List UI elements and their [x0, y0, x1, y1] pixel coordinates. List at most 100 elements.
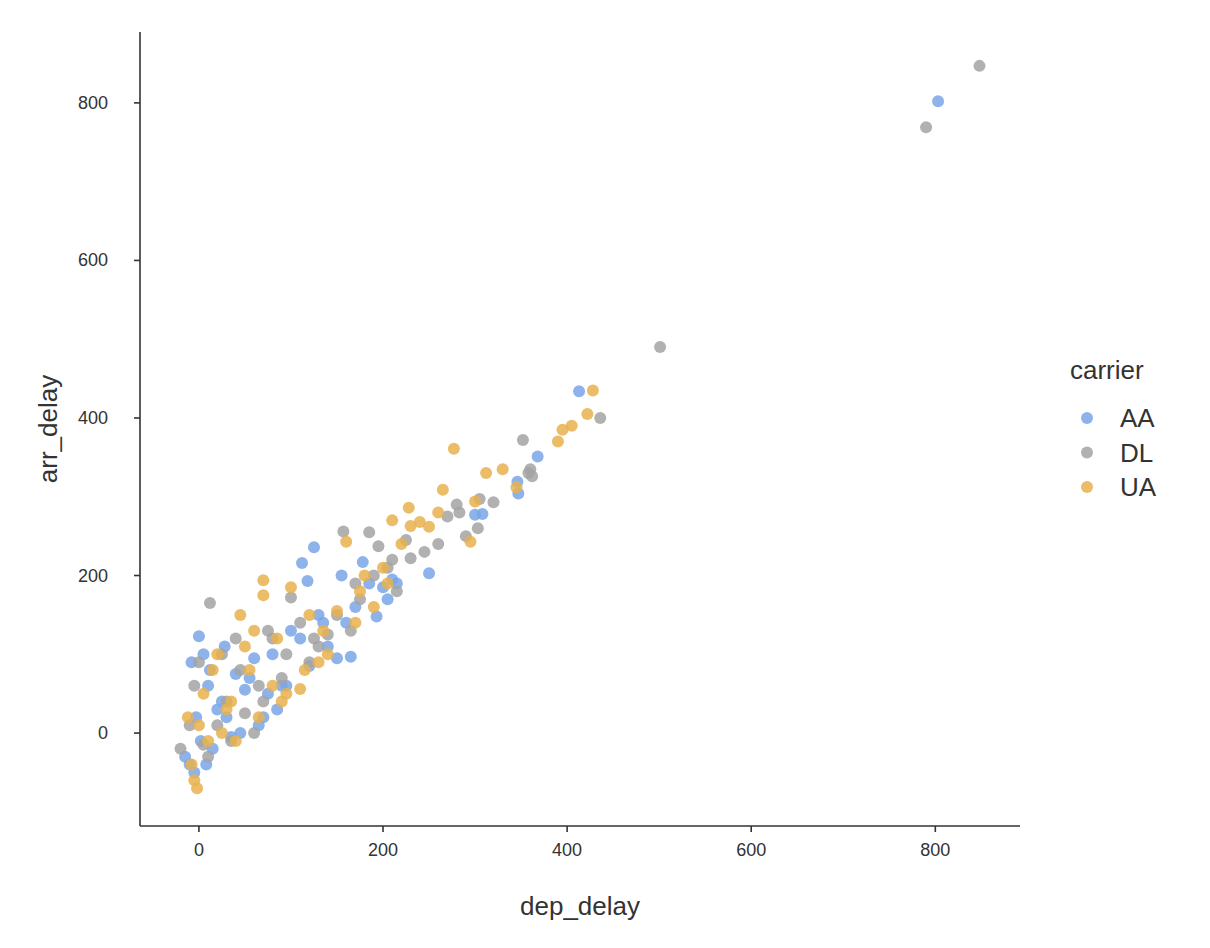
point	[453, 506, 465, 518]
series-dl	[175, 60, 986, 763]
point	[920, 121, 932, 133]
point	[354, 585, 366, 597]
point	[234, 609, 246, 621]
y-tick-label: 800	[78, 93, 108, 113]
series-aa	[179, 95, 944, 778]
point	[271, 633, 283, 645]
y-tick-label: 400	[78, 408, 108, 428]
point	[349, 617, 361, 629]
point	[207, 664, 219, 676]
point	[382, 577, 394, 589]
y-tick-label: 0	[98, 723, 108, 743]
point	[345, 651, 357, 663]
point	[280, 648, 292, 660]
point	[267, 648, 279, 660]
y-tick	[134, 102, 140, 104]
y-axis-line	[139, 32, 141, 826]
point	[285, 592, 297, 604]
point	[359, 570, 371, 582]
point	[405, 552, 417, 564]
point	[432, 538, 444, 550]
point	[188, 680, 200, 692]
point	[253, 680, 265, 692]
point	[336, 570, 348, 582]
point	[472, 522, 484, 534]
y-axis-title: arr_delay	[33, 375, 63, 483]
x-tick-label: 600	[736, 840, 766, 860]
point	[308, 541, 320, 553]
point	[193, 630, 205, 642]
legend-label: AA	[1120, 403, 1155, 433]
point	[469, 495, 481, 507]
x-tick	[198, 826, 200, 832]
point	[253, 711, 265, 723]
point	[932, 95, 944, 107]
point	[368, 601, 380, 613]
point	[230, 633, 242, 645]
point	[244, 664, 256, 676]
point	[480, 467, 492, 479]
point	[225, 696, 237, 708]
x-tick-label: 400	[552, 840, 582, 860]
point	[322, 648, 334, 660]
point	[340, 536, 352, 548]
point	[216, 727, 228, 739]
point	[239, 684, 251, 696]
x-tick	[935, 826, 937, 832]
point	[423, 567, 435, 579]
point	[239, 640, 251, 652]
y-tick	[134, 260, 140, 262]
point	[294, 617, 306, 629]
legend-swatch	[1081, 481, 1093, 493]
legend-swatch	[1081, 412, 1093, 424]
point	[308, 633, 320, 645]
y-tick	[134, 417, 140, 419]
point	[182, 711, 194, 723]
point	[267, 680, 279, 692]
point	[204, 597, 216, 609]
point	[437, 484, 449, 496]
y-tick	[134, 575, 140, 577]
point	[973, 60, 985, 72]
point	[357, 556, 369, 568]
point	[469, 509, 481, 521]
point	[587, 384, 599, 396]
point	[510, 481, 522, 493]
point	[464, 536, 476, 548]
legend-label: UA	[1120, 472, 1157, 502]
point	[313, 656, 325, 668]
point	[386, 514, 398, 526]
point	[377, 562, 389, 574]
point	[230, 735, 242, 747]
point	[331, 605, 343, 617]
point	[432, 506, 444, 518]
x-tick	[566, 826, 568, 832]
point	[302, 575, 314, 587]
x-tick-label: 0	[194, 840, 204, 860]
point	[239, 707, 251, 719]
point	[363, 526, 375, 538]
y-tick	[134, 732, 140, 734]
point	[552, 436, 564, 448]
x-tick-label: 200	[368, 840, 398, 860]
point	[497, 463, 509, 475]
x-tick	[382, 826, 384, 832]
point	[276, 672, 288, 684]
point	[257, 696, 269, 708]
point	[193, 719, 205, 731]
point	[294, 683, 306, 695]
point	[285, 581, 297, 593]
point	[337, 525, 349, 537]
legend-title: carrier	[1070, 355, 1144, 385]
point	[317, 625, 329, 637]
point	[382, 593, 394, 605]
point	[594, 412, 606, 424]
point	[186, 759, 198, 771]
point	[175, 743, 187, 755]
x-tick	[750, 826, 752, 832]
points	[175, 60, 986, 794]
series-ua	[182, 384, 599, 794]
point	[202, 735, 214, 747]
point	[294, 633, 306, 645]
point	[423, 521, 435, 533]
